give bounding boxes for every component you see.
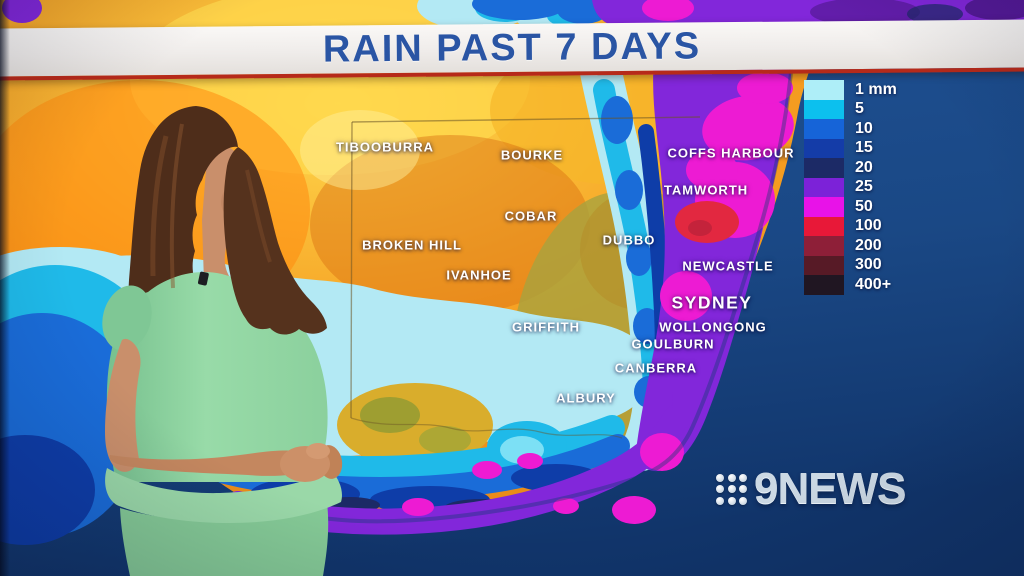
legend-label: 20 bbox=[855, 158, 873, 176]
nine-news-logo: 9NEWS bbox=[716, 464, 906, 513]
city-label-canberra: CANBERRA bbox=[614, 360, 698, 376]
legend-label: 1 mm bbox=[855, 80, 897, 98]
city-label-broken-hill: BROKEN HILL bbox=[362, 237, 462, 253]
legend-swatch bbox=[804, 236, 844, 256]
legend-label: 5 bbox=[855, 100, 864, 118]
legend-item: 300 bbox=[804, 255, 897, 275]
nine-news-wordmark: 9NEWS bbox=[754, 464, 906, 513]
legend-swatch bbox=[804, 80, 844, 100]
rainfall-legend: 1 mm 5 10 15 20 25 50 100 200 300 400+ bbox=[804, 80, 897, 295]
legend-label: 100 bbox=[855, 217, 882, 235]
city-label-goulburn: GOULBURN bbox=[631, 336, 715, 352]
city-label-coffs-harbour: COFFS HARBOUR bbox=[667, 145, 795, 161]
city-label-tamworth: TAMWORTH bbox=[663, 182, 749, 198]
city-label-griffith: GRIFFITH bbox=[512, 319, 580, 335]
coastline bbox=[235, 61, 794, 524]
legend-swatch bbox=[804, 119, 844, 139]
city-label-bourke: BOURKE bbox=[500, 147, 564, 163]
lapel-mic bbox=[198, 271, 209, 286]
legend-label: 15 bbox=[855, 139, 873, 157]
legend-label: 300 bbox=[855, 256, 882, 274]
city-label-tibooburra: TIBOOBURRA bbox=[335, 139, 435, 155]
legend-item: 400+ bbox=[804, 275, 897, 295]
legend-label: 10 bbox=[855, 119, 873, 137]
legend-item: 10 bbox=[804, 119, 897, 139]
page-title: RAIN PAST 7 DAYS bbox=[322, 24, 702, 71]
legend-swatch bbox=[804, 99, 844, 119]
city-label-sydney: SYDNEY bbox=[671, 292, 753, 313]
city-label-wollongong: WOLLONGONG bbox=[659, 319, 767, 335]
legend-swatch bbox=[804, 177, 844, 197]
legend-item: 1 mm bbox=[804, 80, 897, 100]
legend-item: 25 bbox=[804, 177, 897, 197]
legend-item: 5 bbox=[804, 99, 897, 119]
legend-item: 100 bbox=[804, 216, 897, 236]
legend-swatch bbox=[804, 138, 844, 158]
city-label-albury: ALBURY bbox=[556, 390, 616, 406]
legend-item: 15 bbox=[804, 138, 897, 158]
legend-label: 400+ bbox=[855, 275, 892, 293]
legend-item: 200 bbox=[804, 236, 897, 256]
city-label-dubbo: DUBBO bbox=[602, 232, 656, 248]
nine-dots-icon bbox=[716, 473, 747, 505]
title-banner: RAIN PAST 7 DAYS bbox=[0, 19, 1024, 81]
legend-label: 50 bbox=[855, 197, 873, 215]
legend-swatch bbox=[804, 158, 844, 178]
city-label-ivanhoe: IVANHOE bbox=[446, 267, 512, 283]
legend-label: 200 bbox=[855, 236, 882, 254]
city-label-cobar: COBAR bbox=[504, 208, 558, 224]
legend-swatch bbox=[804, 275, 844, 295]
legend-swatch bbox=[804, 255, 844, 275]
legend-item: 50 bbox=[804, 197, 897, 217]
legend-swatch bbox=[804, 197, 844, 217]
legend-swatch bbox=[804, 216, 844, 236]
presenter-silhouette bbox=[102, 106, 343, 576]
legend-label: 25 bbox=[855, 178, 873, 196]
legend-item: 20 bbox=[804, 158, 897, 178]
left-edge-shadow bbox=[0, 0, 10, 576]
city-label-newcastle: NEWCASTLE bbox=[682, 258, 774, 274]
